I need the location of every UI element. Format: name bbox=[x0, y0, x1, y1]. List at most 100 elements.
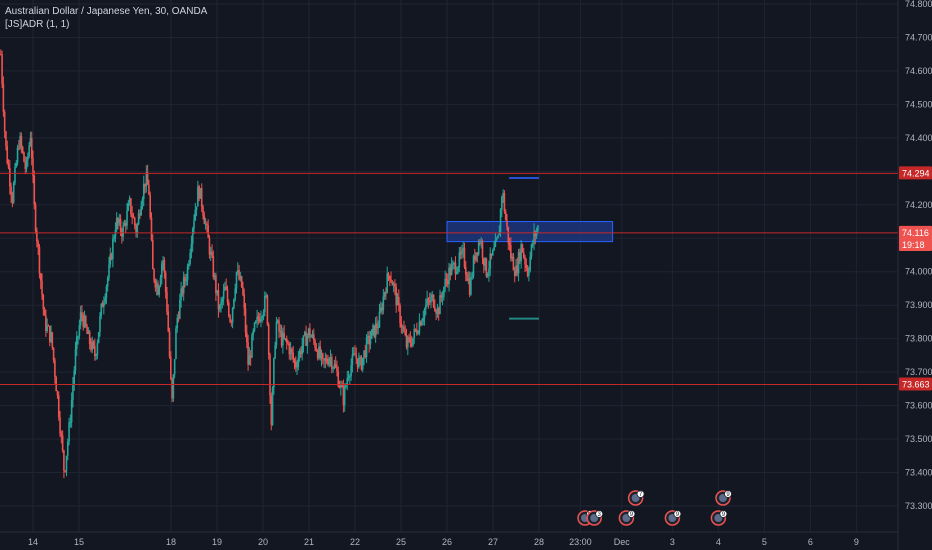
candle-body bbox=[48, 325, 51, 342]
event-marker[interactable]: 9 bbox=[710, 510, 728, 526]
candle-body bbox=[289, 348, 292, 355]
candle-body bbox=[79, 312, 82, 326]
candle-body bbox=[262, 311, 265, 317]
candle-body bbox=[14, 166, 16, 184]
candle-body bbox=[497, 235, 499, 239]
candle-body bbox=[481, 242, 484, 259]
candle-body bbox=[530, 244, 533, 257]
price-tick-label: 74.500 bbox=[905, 99, 932, 109]
candle-body bbox=[394, 283, 396, 288]
candle-body bbox=[191, 228, 194, 244]
candle-body bbox=[388, 275, 391, 280]
candle-body bbox=[42, 294, 45, 310]
candle-body bbox=[207, 225, 209, 238]
candle-body bbox=[256, 316, 258, 322]
candle-body bbox=[422, 317, 425, 321]
candle-body bbox=[162, 260, 164, 264]
candle-body bbox=[294, 362, 297, 368]
candle-body bbox=[373, 325, 376, 337]
candle-body bbox=[3, 111, 6, 132]
candle-body bbox=[356, 358, 359, 368]
candle-body bbox=[209, 251, 212, 255]
candle-body bbox=[517, 252, 520, 274]
candle-body bbox=[484, 258, 486, 266]
candle-body bbox=[374, 323, 377, 337]
candle-body bbox=[529, 256, 531, 271]
event-marker[interactable]: 9 bbox=[664, 510, 682, 526]
candle-body bbox=[301, 345, 303, 355]
candle-body bbox=[37, 241, 39, 248]
candle-body bbox=[331, 357, 333, 369]
candle-body bbox=[502, 192, 504, 197]
candle-body bbox=[297, 357, 300, 367]
candle-body bbox=[159, 277, 162, 287]
candle-body bbox=[284, 338, 287, 340]
candle-body bbox=[397, 296, 400, 306]
candle-body bbox=[319, 346, 322, 359]
candle-body bbox=[57, 395, 60, 418]
candle-body bbox=[148, 184, 150, 195]
candle-body bbox=[302, 335, 305, 346]
candle-body bbox=[176, 317, 179, 329]
candle-body bbox=[512, 256, 515, 271]
candle-body bbox=[52, 347, 55, 361]
event-markers[interactable]: 10397999 bbox=[577, 490, 732, 526]
candle-body bbox=[218, 305, 221, 310]
price-tick-label: 73.500 bbox=[905, 434, 932, 444]
candle-body bbox=[275, 322, 278, 346]
candle-body bbox=[485, 258, 488, 277]
candle-body bbox=[103, 302, 105, 308]
candle-body bbox=[364, 350, 367, 357]
candle-body bbox=[217, 290, 220, 310]
candle-body bbox=[328, 358, 331, 365]
candle-body bbox=[23, 152, 25, 162]
candle-body bbox=[172, 374, 175, 399]
candle-body bbox=[463, 248, 466, 267]
candle-body bbox=[128, 198, 131, 204]
candle-body bbox=[15, 162, 18, 167]
candle-body bbox=[458, 252, 461, 268]
candle-body bbox=[476, 252, 479, 255]
event-marker[interactable]: 7 bbox=[627, 490, 645, 506]
candle-body bbox=[479, 242, 481, 244]
candle-body bbox=[470, 277, 472, 295]
candle-body bbox=[249, 355, 252, 358]
time-axis[interactable]: 14 15 18 19 20 21 22 25 26 27 28 23:00 Dec 3 4 5 6 9 bbox=[0, 531, 898, 547]
candle-body bbox=[407, 337, 409, 348]
candle-body bbox=[300, 350, 302, 355]
event-marker[interactable]: 3 bbox=[586, 510, 604, 526]
candle-body bbox=[439, 295, 441, 315]
candle-body bbox=[349, 375, 351, 378]
candle-body bbox=[477, 242, 480, 255]
candle-body bbox=[323, 358, 325, 361]
candle-body bbox=[69, 421, 72, 423]
candle-body bbox=[133, 217, 136, 226]
symbol-title[interactable]: Australian Dollar / Japanese Yen, 30, OA… bbox=[5, 6, 208, 17]
candle-body bbox=[244, 308, 247, 333]
candle-body bbox=[74, 349, 77, 371]
candle-body bbox=[240, 276, 243, 287]
candle-body bbox=[142, 183, 145, 199]
event-marker[interactable]: 9 bbox=[618, 510, 636, 526]
candle-body bbox=[526, 267, 529, 276]
candle-body bbox=[293, 359, 296, 363]
candle-body bbox=[29, 137, 32, 146]
candle-body bbox=[247, 342, 249, 365]
candle-body bbox=[372, 325, 374, 330]
candle-body bbox=[105, 286, 108, 298]
candle-body bbox=[440, 295, 443, 298]
candle-body bbox=[168, 331, 171, 357]
candle-body bbox=[314, 340, 316, 349]
price-tag: 74.294 bbox=[899, 166, 932, 180]
candle-body bbox=[260, 317, 262, 322]
candle-body bbox=[493, 247, 495, 251]
candle-body bbox=[51, 332, 54, 348]
candle-body bbox=[342, 387, 345, 406]
candle-body bbox=[213, 275, 216, 278]
candle-body bbox=[503, 192, 506, 212]
candle-body bbox=[41, 280, 43, 295]
event-marker[interactable]: 9 bbox=[715, 490, 732, 506]
candle-body bbox=[189, 253, 191, 264]
indicator-label[interactable]: [JS]ADR (1, 1) bbox=[5, 19, 70, 30]
